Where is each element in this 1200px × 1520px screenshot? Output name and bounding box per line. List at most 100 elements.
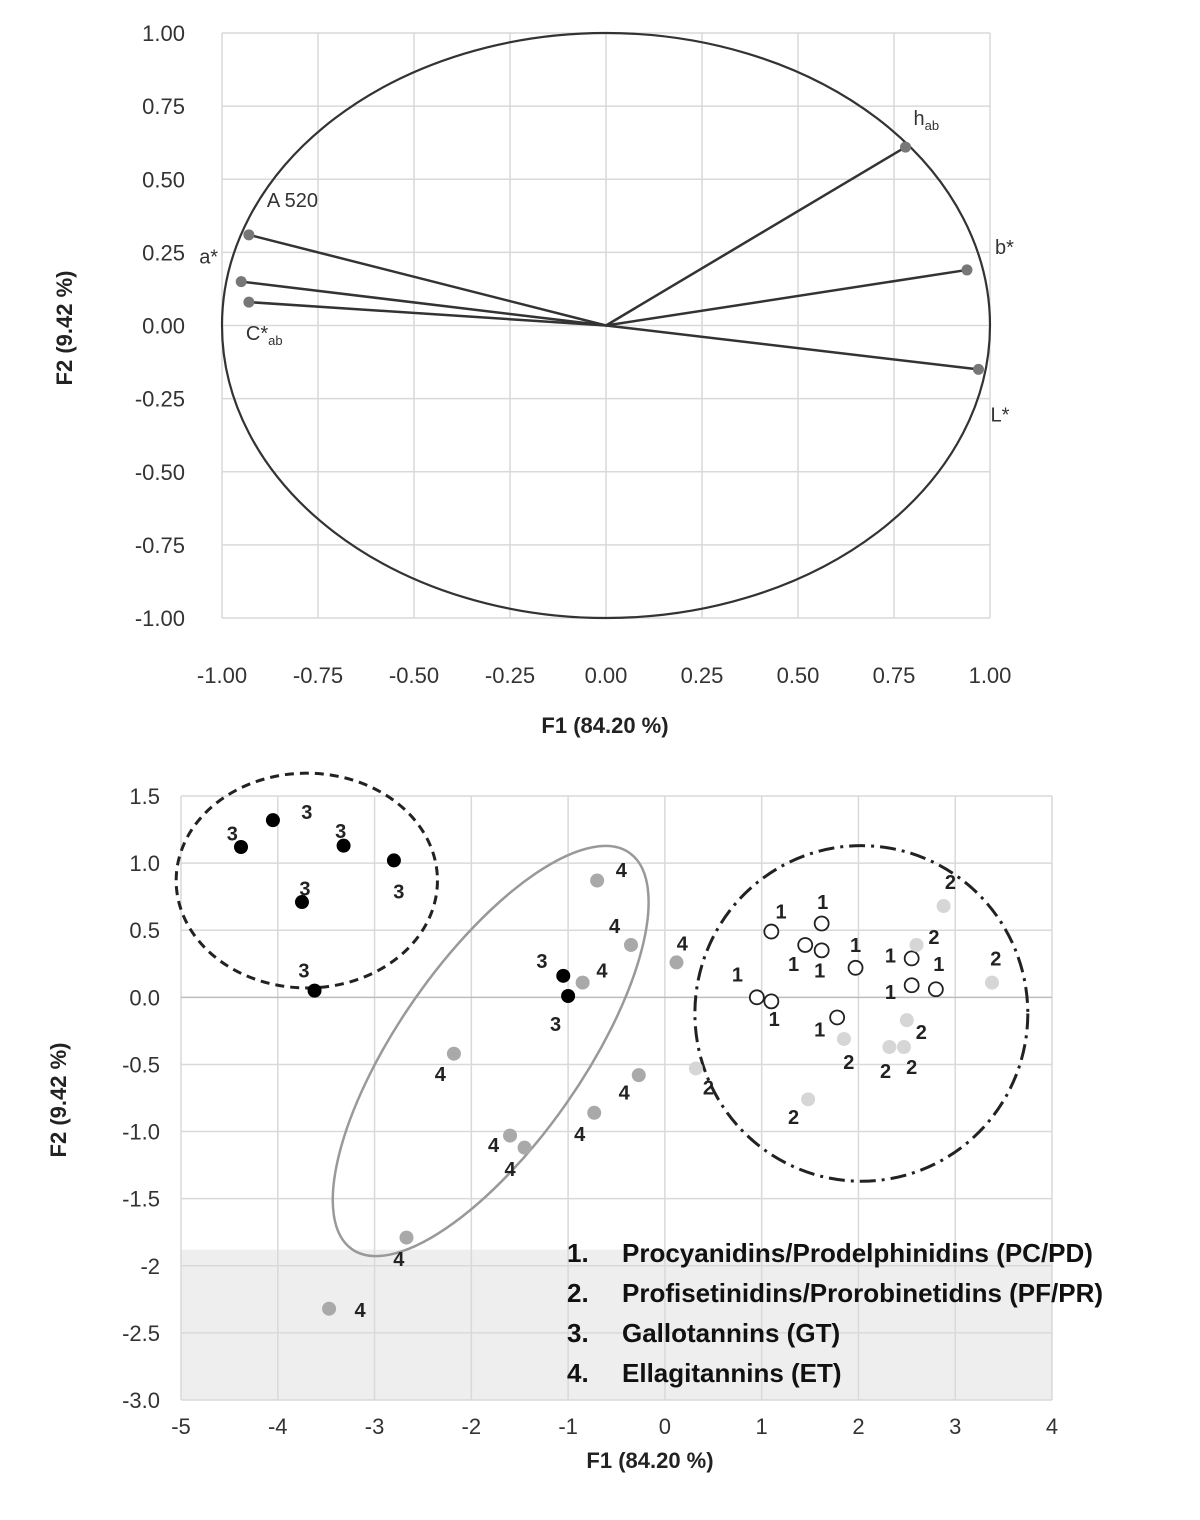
vector-3 [605,146,907,327]
legend-number-3: 3. [567,1318,589,1348]
score-point-g1-2 [813,915,830,932]
score-y-tick-label-5: -1.0 [122,1120,160,1145]
score-point-g3-7 [561,988,576,1003]
vector-4 [605,268,968,327]
score-point-label-24: 1 [732,965,743,987]
shaded-region [181,1249,1052,1400]
score-point-label-19: 1 [775,901,786,923]
vector-tip-5 [972,363,984,375]
score-point-label-26: 1 [814,1020,825,1042]
correlation-x-ticks: -1.00 -0.75 -0.50 -0.25 0.00 0.25 0.50 0.75 1.00 [197,663,1011,688]
vector-label-2: C*ab [246,323,283,348]
vector-label-sub-3: ab [925,118,939,133]
score-point-label-8: 4 [616,860,628,882]
score-point-g2-1 [909,937,924,952]
group-ellipses [174,771,1030,1258]
score-point-label-27: 1 [885,946,896,968]
score-point-g3-5 [307,983,322,998]
score-grid [180,795,1053,1401]
y-tick-label-5: -0.25 [135,387,185,412]
unit-circle [220,31,992,620]
score-point-g4-9 [399,1230,414,1245]
score-y-tick-label-0: 1.5 [129,784,160,809]
score-x-tick-label-9: 4 [1046,1414,1058,1439]
score-point-label-10: 4 [677,934,689,956]
vector-label-4: b* [995,237,1014,259]
correlation-y-ticks: 1.00 0.75 0.50 0.25 0.00 -0.25 -0.50 -0.75 -1.00 [135,21,185,631]
vector-5 [605,324,979,371]
legend-number-4: 4. [567,1358,589,1388]
vector-tip-4 [961,264,973,276]
score-point-label-6: 3 [536,951,547,973]
score-point-label-23: 1 [814,960,825,982]
score-point-g4-10 [322,1301,337,1316]
score-y-tick-label-3: 0.0 [129,985,160,1010]
legend-number-2: 2. [567,1278,589,1308]
group-ellipse-1 [331,844,650,1258]
score-x-tick-label-2: -3 [365,1414,385,1439]
score-point-label-38: 2 [788,1107,799,1129]
score-point-label-17: 4 [393,1249,405,1271]
score-x-tick-label-8: 3 [949,1414,961,1439]
score-point-g4-2 [669,955,684,970]
vector-label-main-4: b* [995,237,1014,259]
vector-0 [248,233,607,327]
score-point-label-4: 3 [299,879,310,901]
vector-tip-0 [243,229,255,241]
score-point-g1-6 [763,993,780,1010]
score-point-label-15: 4 [488,1135,500,1157]
score-point-g2-7 [688,1061,703,1076]
score-x-tick-label-6: 1 [756,1414,768,1439]
score-point-label-28: 1 [885,982,896,1004]
correlation-y-axis-title: F2 (9.42 %) [52,271,77,386]
score-point-label-14: 4 [574,1124,586,1146]
score-point-g3-2 [336,838,351,853]
group-ellipse-2 [693,844,1030,1183]
legend-label-4: Ellagitannins (ET) [622,1358,842,1388]
score-x-tick-label-0: -5 [171,1414,191,1439]
score-point-label-20: 1 [817,892,828,914]
x-tick-label-4: 0.00 [585,663,628,688]
score-y-tick-label-4: -0.5 [122,1052,160,1077]
score-point-label-33: 2 [916,1022,927,1044]
x-tick-label-1: -0.75 [293,663,343,688]
score-point-label-13: 4 [619,1083,631,1105]
score-point-label-36: 2 [906,1057,917,1079]
score-point-g1-0 [763,923,780,940]
score-x-axis-title: F1 (84.20 %) [586,1448,713,1473]
score-point-label-34: 2 [843,1052,854,1074]
score-point-label-16: 4 [504,1159,516,1181]
vector-tip-1 [235,276,247,288]
vector-label-5: L* [990,404,1009,426]
score-point-g4-5 [631,1068,646,1083]
score-point-label-22: 1 [788,954,799,976]
score-x-ticks: -5 -4 -3 -2 -1 0 1 2 3 4 [171,1414,1058,1439]
vector-tip-3 [900,141,912,153]
vector-label-0: A 520 [267,190,318,212]
score-points [234,813,999,1316]
score-x-tick-label-3: -2 [462,1414,482,1439]
score-point-g3-0 [265,813,280,828]
score-point-label-7: 3 [550,1014,561,1036]
score-point-g2-5 [882,1039,897,1054]
score-point-g1-1 [797,937,814,953]
score-point-g1-7 [829,1009,846,1026]
score-y-tick-label-7: -2 [140,1254,160,1279]
vector-label-3: hab [914,108,940,133]
y-tick-label-6: -0.50 [135,460,185,485]
score-point-label-5: 3 [298,960,309,982]
group-ellipse-0 [174,771,439,990]
score-point-label-21: 1 [850,935,861,957]
score-point-g1-8 [903,950,920,967]
score-point-g2-2 [984,975,999,990]
score-point-label-12: 4 [435,1064,447,1086]
score-point-g1-3 [813,942,830,959]
score-point-g3-4 [294,895,309,910]
vector-2 [248,300,607,327]
score-y-tick-label-6: -1.5 [122,1187,160,1212]
score-y-ticks: 1.5 1.0 0.5 0.0 -0.5 -1.0 -1.5 -2 -2.5 -3.0 [122,784,160,1413]
